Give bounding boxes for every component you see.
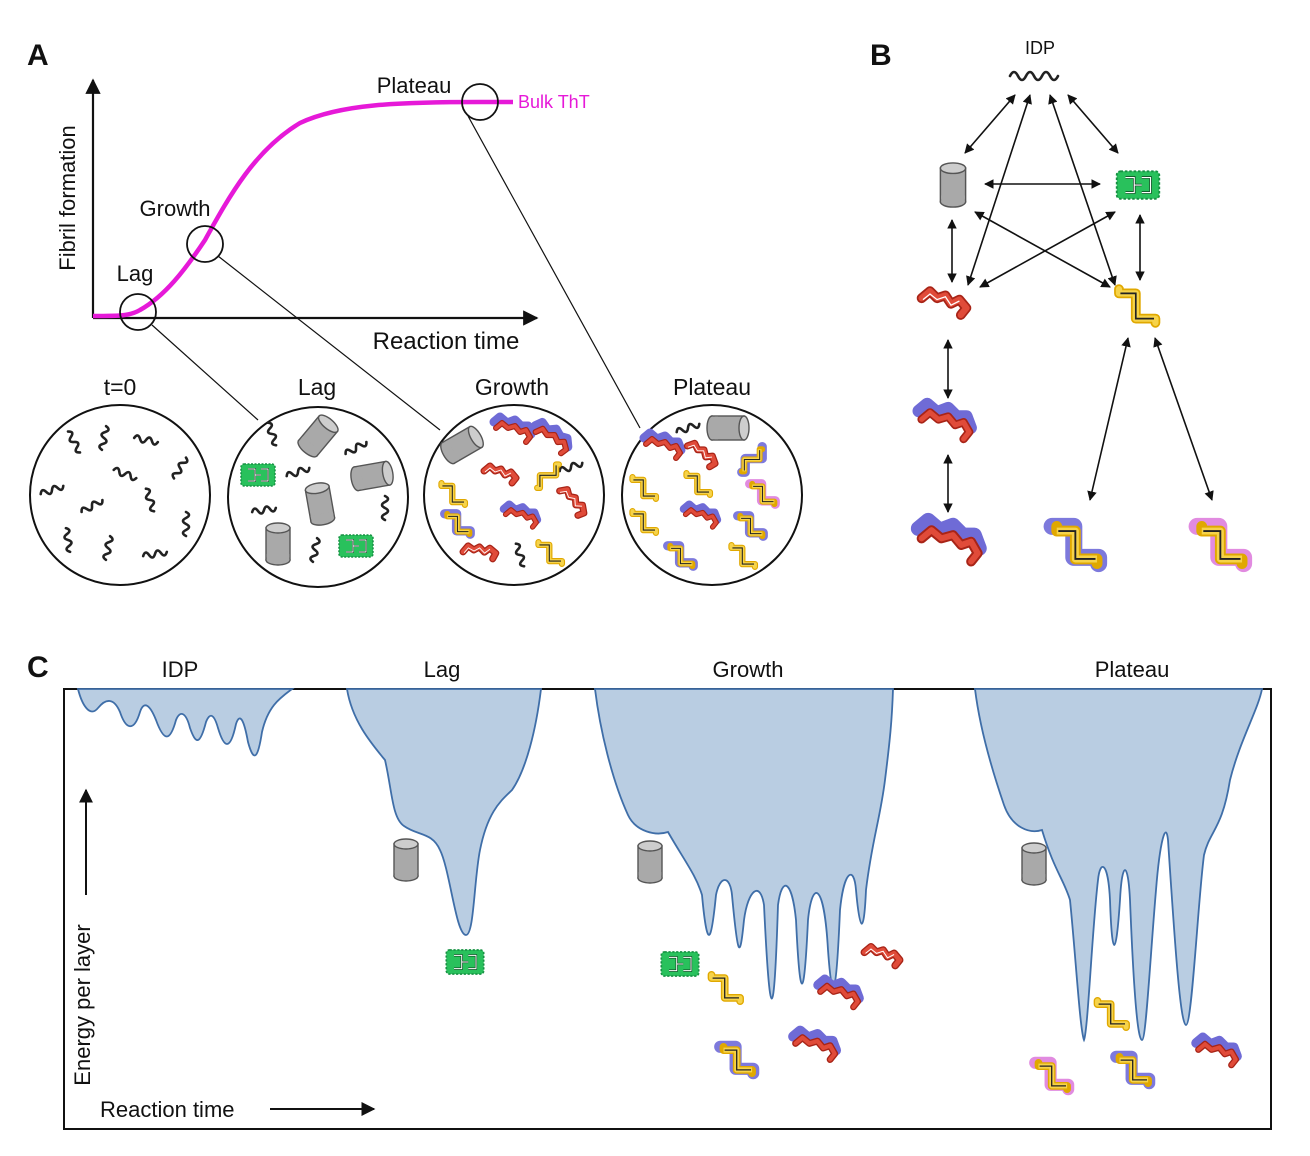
plateau-marker [461,83,499,121]
y-axis-label: Fibril formation [55,125,80,270]
panel-a: A Fibril formation Reaction time Bulk Th… [27,39,803,588]
fibril-icon [660,950,700,978]
section-label-lag: Lag [424,657,461,682]
landscape-lag [345,688,543,936]
fibril-icon [240,463,276,487]
oligomer-cylinder-icon [706,415,750,441]
fibril-icon [1116,1057,1149,1083]
landscape-growth [593,688,894,1000]
growth-marker [186,225,224,263]
fibril-icon [1115,170,1161,200]
section-label-plateau: Plateau [1095,657,1170,682]
circle-plateau [621,404,803,586]
oligomer-cylinder-icon [939,162,967,208]
idp-label: IDP [1025,38,1055,58]
oligomer-cylinder-icon [393,838,419,882]
fibril-icon [338,534,374,558]
connector-plateau [467,115,641,429]
idp-squiggle-icon [1008,70,1060,82]
lag-marker [119,293,157,331]
fibril-icon [445,948,485,976]
fibril-icon [918,520,979,561]
fibril-icon [793,1031,836,1060]
oligomer-cylinder-icon [265,522,291,566]
panel-c: C IDP Lag Growth Plateau Energy per laye… [27,651,1272,1130]
landscape-plateau [973,688,1264,1043]
circle-t0 [29,404,211,586]
fibril-icon [1052,526,1099,563]
circle-label-growth: Growth [475,374,549,400]
fibril-icon [1119,289,1155,323]
circle-growth [423,404,605,586]
circle-label-plateau: Plateau [673,374,751,400]
network-arrows [943,94,1214,513]
connector-growth [217,255,441,431]
oligomer-cylinder-icon [637,840,663,884]
stage-label-plateau: Plateau [377,73,452,98]
sigmoid-curve [92,99,513,319]
panel-b: B IDP [870,38,1244,564]
panel-a-letter: A [27,39,49,72]
fibril-icon [818,980,859,1008]
time-axis-label: Reaction time [100,1097,235,1122]
panel-c-letter: C [27,651,49,684]
fibril-icon [1098,1001,1127,1027]
circle-label-lag: Lag [298,374,336,400]
fibril-icon [712,975,741,1001]
landscape-idp [76,688,295,757]
fibril-icon [1035,1063,1068,1089]
fibril-icon [919,404,971,439]
circle-lag [227,406,409,588]
fibril-icon [1197,526,1244,563]
curve-label: Bulk ThT [518,92,590,112]
section-label-idp: IDP [162,657,199,682]
energy-axis-label: Energy per layer [70,924,95,1085]
section-label-growth: Growth [713,657,784,682]
connector-lag [151,324,259,421]
oligomer-cylinder-icon [1021,842,1047,886]
fibril-icon [1196,1038,1237,1066]
stage-label-lag: Lag [117,261,154,286]
fibril-icon [864,947,899,966]
panel-b-letter: B [870,39,892,72]
x-axis-label: Reaction time [373,328,520,355]
fibril-icon [720,1047,753,1073]
fibril-icon [922,291,967,315]
circle-label-t0: t=0 [104,374,137,400]
stage-label-growth: Growth [140,196,211,221]
